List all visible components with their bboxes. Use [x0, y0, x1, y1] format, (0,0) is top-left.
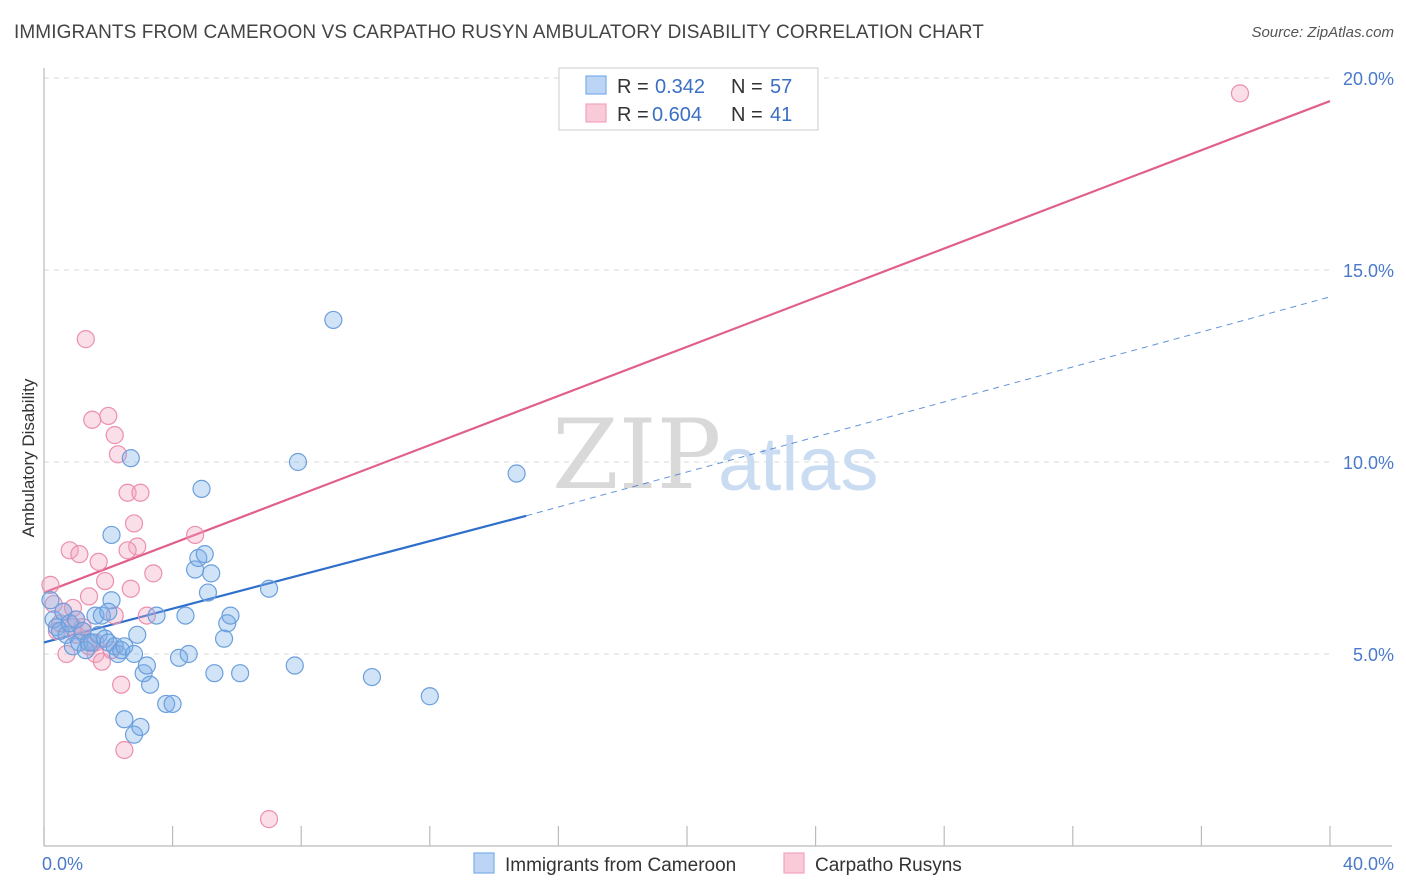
- point-cameroon: [198, 583, 218, 602]
- point-cameroon: [41, 591, 60, 610]
- point-cameroon: [140, 675, 160, 694]
- point-rusyn: [76, 330, 95, 349]
- bottom-legend-swatch-rusyn: [783, 852, 805, 874]
- point-cameroon: [147, 606, 166, 625]
- point-rusyn: [99, 406, 118, 426]
- point-cameroon: [507, 464, 526, 483]
- point-rusyn: [89, 552, 108, 571]
- point-cameroon: [324, 310, 343, 330]
- point-rusyn: [41, 575, 60, 594]
- point-cameroon: [102, 525, 121, 545]
- point-rusyn: [112, 675, 131, 694]
- point-cameroon: [131, 717, 150, 737]
- correlation-legend: R = 0.342 N = 57 R = 0.604 N = 41: [558, 67, 819, 131]
- point-rusyn: [118, 483, 137, 502]
- legend-r-label-rusyn: R =: [617, 104, 649, 126]
- bottom-legend-rusyn: Carpatho Rusyns: [815, 855, 962, 876]
- point-rusyn: [79, 587, 99, 606]
- legend-r-label-cameroon: R =: [617, 76, 649, 98]
- point-cameroon: [124, 644, 144, 664]
- point-cameroon: [362, 667, 382, 687]
- point-cameroon: [288, 452, 308, 472]
- watermark: ZIP atlas: [552, 399, 879, 511]
- axes: [43, 68, 1392, 847]
- legend-r-value-cameroon: 0.342: [655, 76, 705, 98]
- point-rusyn: [115, 740, 134, 760]
- bottom-legend-cameroon: Immigrants from Cameroon: [505, 855, 736, 876]
- point-cameroon: [192, 479, 211, 498]
- watermark-atlas: atlas: [718, 422, 879, 507]
- point-cameroon: [102, 591, 121, 610]
- legend-swatch-rusyn: [585, 103, 607, 123]
- point-cameroon: [115, 637, 134, 656]
- x-tick-label: 40.0%: [1343, 854, 1394, 874]
- trend-line-cameroon: [43, 514, 527, 644]
- point-rusyn: [144, 564, 163, 583]
- point-cameroon: [285, 656, 304, 675]
- point-cameroon: [137, 656, 156, 675]
- source-label: Source: ZipAtlas.com: [1251, 24, 1394, 41]
- point-rusyn: [105, 426, 124, 445]
- point-cameroon: [420, 687, 439, 706]
- point-rusyn: [83, 410, 102, 429]
- point-rusyn: [124, 514, 144, 533]
- legend-n-value-cameroon: 57: [770, 76, 792, 98]
- y-tick-label: 10.0%: [1343, 453, 1394, 473]
- point-cameroon: [128, 625, 147, 644]
- series-legend: Immigrants from Cameroon Carpatho Rusyns: [473, 852, 962, 876]
- point-cameroon: [195, 545, 214, 564]
- legend-n-label-rusyn: N =: [731, 104, 763, 126]
- trend-lines: [43, 100, 1331, 644]
- point-cameroon: [179, 644, 198, 664]
- point-rusyn: [259, 810, 279, 829]
- point-rusyn: [60, 541, 79, 560]
- watermark-zip: ZIP: [552, 399, 721, 511]
- bottom-legend-swatch-cameroon: [473, 852, 495, 874]
- point-cameroon: [121, 449, 140, 468]
- point-rusyn: [63, 598, 83, 618]
- x-tick-label: 0.0%: [42, 854, 83, 874]
- point-cameroon: [169, 648, 189, 667]
- legend-n-label-cameroon: N =: [731, 76, 763, 98]
- chart-title: IMMIGRANTS FROM CAMEROON VS CARPATHO RUS…: [14, 22, 984, 43]
- gridlines: [44, 77, 1330, 655]
- trend-line-cameroon-extension: [526, 296, 1331, 517]
- point-cameroon: [231, 664, 250, 683]
- point-rusyn: [95, 571, 115, 591]
- point-cameroon: [99, 602, 118, 621]
- point-rusyn: [121, 579, 140, 598]
- trend-line-rusyn: [43, 100, 1331, 594]
- point-cameroon: [163, 694, 182, 714]
- y-axis-label: Ambulatory Disability: [19, 378, 38, 537]
- point-cameroon: [214, 629, 234, 648]
- point-rusyn: [118, 541, 137, 560]
- point-rusyn: [137, 606, 156, 625]
- x-tick-labels: 0.0% 40.0%: [42, 854, 1394, 874]
- y-tick-labels: 5.0% 10.0% 15.0% 20.0%: [1343, 69, 1394, 665]
- point-rusyn: [131, 483, 150, 502]
- legend-n-value-rusyn: 41: [770, 104, 792, 126]
- data-points: [41, 84, 1250, 829]
- point-cameroon: [259, 579, 279, 598]
- point-cameroon: [176, 606, 195, 625]
- point-rusyn: [128, 537, 147, 556]
- point-rusyn: [1230, 84, 1250, 103]
- point-rusyn: [186, 525, 205, 545]
- legend-r-value-rusyn: 0.604: [652, 104, 702, 126]
- point-cameroon: [221, 606, 240, 625]
- point-cameroon: [205, 664, 224, 683]
- point-cameroon: [115, 710, 134, 729]
- y-tick-label: 15.0%: [1343, 261, 1394, 281]
- point-cameroon: [157, 694, 176, 714]
- point-cameroon: [202, 564, 221, 583]
- legend-swatch-cameroon: [585, 75, 607, 95]
- point-rusyn: [70, 545, 89, 564]
- y-tick-label: 5.0%: [1353, 645, 1394, 665]
- point-cameroon: [67, 610, 86, 629]
- y-tick-label: 20.0%: [1343, 69, 1394, 89]
